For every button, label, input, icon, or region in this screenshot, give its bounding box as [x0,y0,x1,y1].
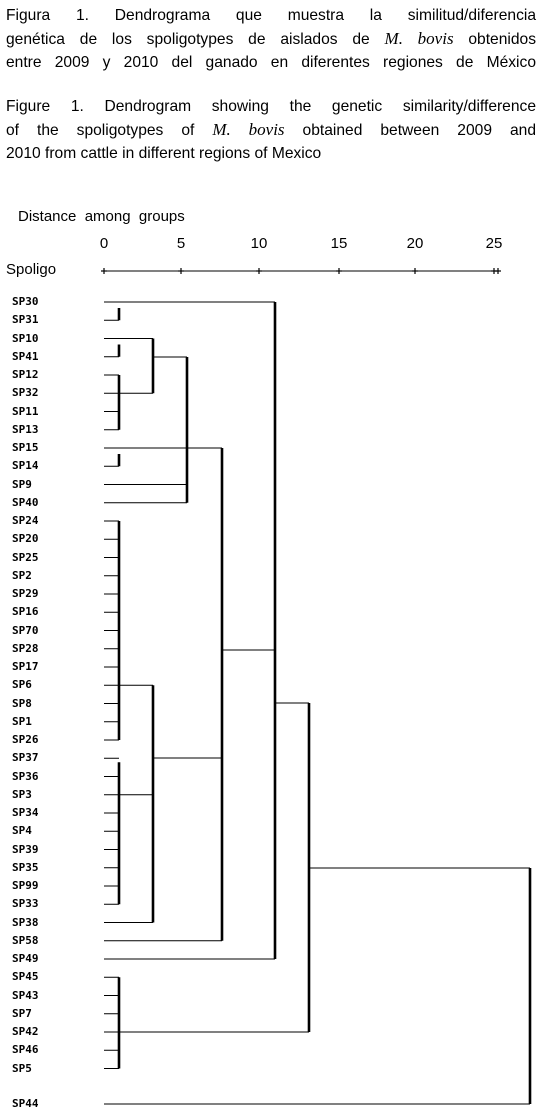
leaf-label: SP2 [12,568,32,582]
leaf-label: SP58 [12,933,39,947]
species-name: M. bovis [384,29,454,48]
leaf-label: SP20 [12,532,39,546]
leaf-label: SP40 [12,495,39,509]
leaf-label: SP28 [12,641,39,655]
leaf-label: SP4 [12,824,32,838]
leaf-label: SP12 [12,368,39,381]
leaf-label: SP49 [12,952,39,965]
leaf-label: SP7 [12,1006,32,1020]
leaf-label: SP46 [12,1043,39,1057]
leaf-label: SP1 [12,714,32,728]
leaf-label: SP99 [12,879,39,892]
leaf-label: SP70 [12,623,39,637]
leaf-label: SP37 [12,751,39,765]
tick-label-10: 10 [250,235,268,252]
leaf-label: SP36 [12,769,39,783]
species-name: M. bovis [212,120,285,139]
tick-label-20: 20 [406,235,424,252]
caption-en-line-1: Figure 1. Dendrogram showing the genetic… [6,98,536,115]
leaf-label: SP35 [12,860,39,874]
leaf-label: SP8 [12,696,32,710]
leaf-label: SP15 [12,441,39,454]
axis-title: Distance among groups [18,208,185,225]
leaf-label: SP11 [12,404,39,418]
leaf-label: SP6 [12,678,32,692]
leaf-label: SP43 [12,988,39,1002]
tick-label-5: 5 [176,235,186,252]
leaf-label: SP16 [12,605,39,619]
leaf-label: SP29 [12,587,39,600]
caption-spanish: Figura 1. Dendrograma que muestra la sim… [6,4,536,74]
caption-es-line-3: entre 2009 y 2010 del ganado en diferent… [6,54,536,71]
leaf-label: SP24 [12,514,39,527]
leaf-label: SP34 [12,806,39,819]
leaf-label: SP25 [12,550,39,564]
leaf-label: SP30 [12,295,39,308]
leaf-label: SP17 [12,660,39,673]
leaf-label: SP45 [12,970,39,984]
tick-label-0: 0 [99,235,109,252]
leaf-label: SP14 [12,459,39,473]
leaf-label: SP38 [12,915,39,929]
leaf-label: SP10 [12,331,39,345]
leaf-label: SP42 [12,1025,39,1038]
leaf-label: SP44 [12,1097,39,1110]
leaf-label: SP13 [12,422,39,436]
leaf-label: SP9 [12,477,32,491]
leaf-label: SP39 [12,842,39,856]
leaf-label: SP5 [12,1061,32,1075]
caption-en-line-2: of the spoligotypes of M. bovis obtained… [6,120,536,139]
leaf-label: SP33 [12,897,39,911]
caption-en-line-3: 2010 from cattle in different regions of… [6,145,322,162]
row-label: Spoligo [6,261,57,278]
tick-label-15: 15 [330,235,348,252]
leaf-label: SP31 [12,313,39,327]
tick-label-25: 25 [485,235,503,252]
leaf-label: SP3 [12,787,32,801]
caption-es-line-2: genética de los spoligotypes de aislados… [6,29,537,48]
caption-english: Figure 1. Dendrogram showing the genetic… [6,95,536,165]
leaf-label: SP26 [12,733,39,746]
caption-es-line-1: Figura 1. Dendrograma que muestra la sim… [6,7,536,24]
leaf-label: SP32 [12,386,39,400]
leaf-label: SP41 [12,349,39,363]
